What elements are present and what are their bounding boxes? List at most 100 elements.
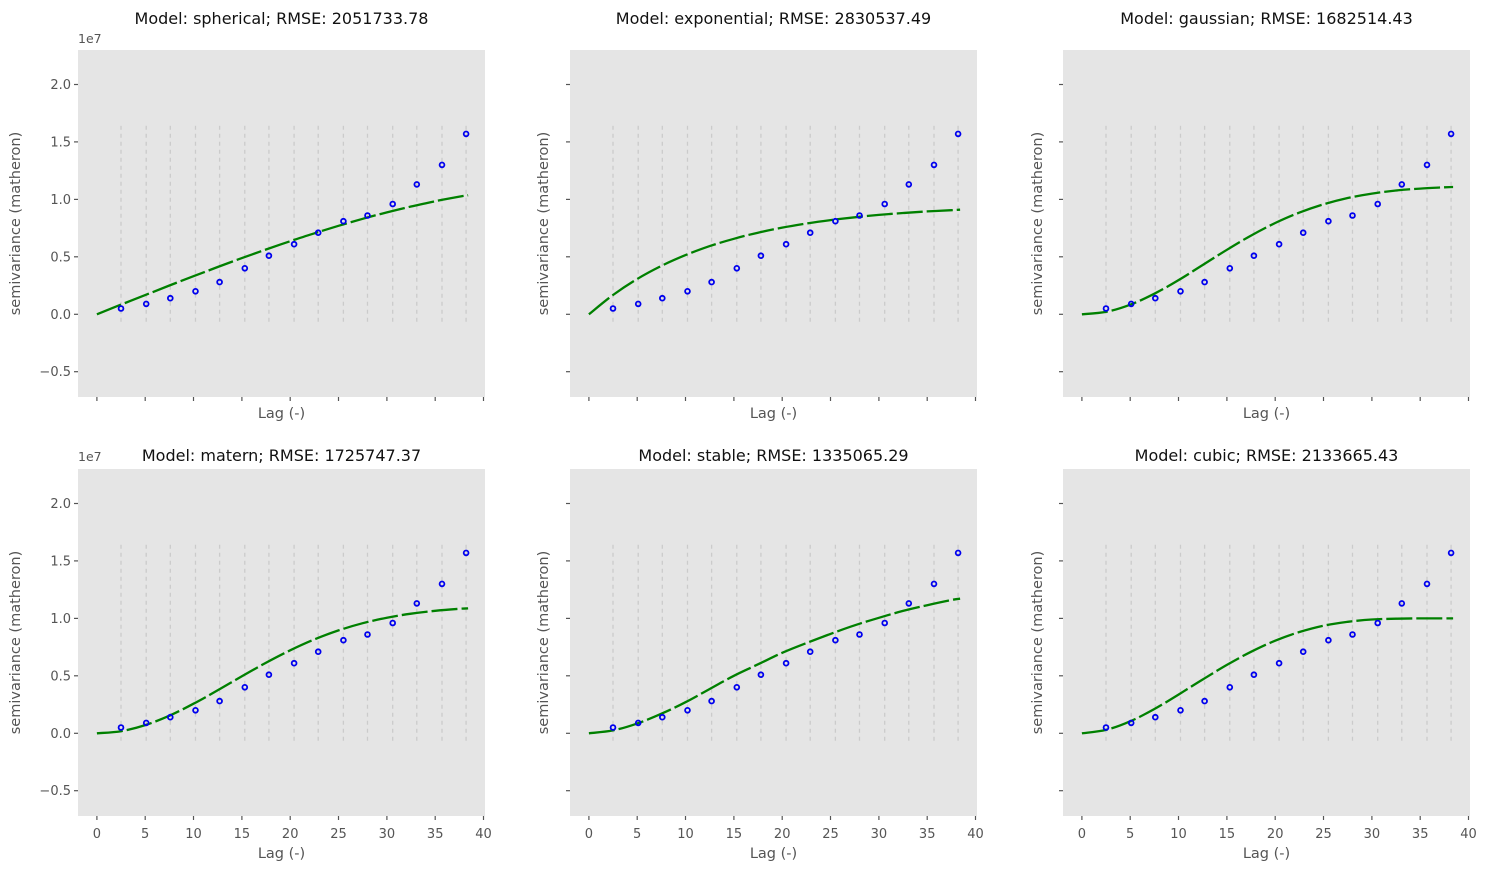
experimental-points — [117, 549, 470, 731]
scatter-point — [905, 181, 913, 188]
scatter-point — [413, 600, 421, 607]
scatter-point — [314, 229, 322, 237]
x-tick-label: 35 — [1412, 827, 1429, 842]
scatter-point — [782, 659, 790, 667]
y-axis-ticks — [566, 502, 570, 792]
subplot-gaussian: Model: gaussian; RMSE: 1682514.43 semiva… — [1030, 9, 1470, 422]
scatter-point — [192, 287, 199, 295]
subplot-stable: 0 5 10 15 20 25 30 35 40 Model: stable; RMSE: 13… — [536, 446, 984, 862]
experimental-points — [117, 130, 470, 312]
x-axis-ticks — [588, 397, 977, 401]
scatter-point — [782, 240, 790, 248]
scatter-point — [1374, 619, 1382, 627]
scatter-point — [1201, 697, 1208, 705]
x-tick-label: 15 — [1219, 827, 1236, 842]
subplot-cubic: 0 5 10 15 20 25 30 35 40 Model: cubic; RMSE: 213… — [1030, 446, 1477, 862]
scatter-point — [462, 130, 470, 138]
plot-area: 0 5 10 15 20 25 30 35 40 −0.5 0.0 0.5 1.0 1.5 2.0 — [39, 469, 492, 842]
subplot-title: Model: spherical; RMSE: 2051733.78 — [135, 9, 429, 28]
scatter-point — [389, 200, 397, 208]
scatter-point — [1152, 713, 1159, 721]
y-tick-label: 0.0 — [50, 727, 71, 742]
y-tick-label: −0.5 — [39, 784, 71, 799]
axes-background — [1063, 50, 1470, 397]
scatter-point — [930, 161, 938, 169]
scatter-point — [954, 130, 962, 138]
experimental-points — [609, 130, 962, 312]
scatter-point — [1349, 631, 1356, 638]
y-axis-label: semivariance (matheron) — [8, 551, 24, 735]
scatter-point — [1226, 684, 1234, 691]
scatter-point — [1177, 287, 1184, 295]
subplot-title: Model: exponential; RMSE: 2830537.49 — [616, 9, 931, 28]
bin-edge-lines — [612, 544, 959, 743]
x-axis-label: Lag (-) — [258, 846, 305, 862]
y-tick-label: 1.5 — [50, 554, 71, 569]
scatter-point — [192, 706, 199, 714]
scatter-point — [634, 719, 642, 727]
scatter-point — [930, 580, 938, 588]
model-curve-cubic — [1081, 617, 1454, 735]
y-tick-label: 0.5 — [50, 250, 71, 265]
scatter-point — [438, 161, 446, 169]
scatter-point — [1177, 706, 1184, 714]
x-tick-label: 25 — [1315, 827, 1332, 842]
scatter-point — [1398, 181, 1406, 188]
scatter-point — [954, 549, 962, 557]
y-axis-ticks — [566, 83, 570, 373]
scatter-point — [684, 287, 691, 295]
subplot-title: Model: cubic; RMSE: 2133665.43 — [1135, 446, 1399, 465]
x-axis-label: Lag (-) — [1243, 846, 1290, 862]
scatter-point — [832, 636, 839, 644]
scatter-point — [1127, 300, 1135, 308]
scatter-point — [659, 713, 666, 721]
scatter-point — [1325, 636, 1332, 644]
experimental-points — [609, 549, 962, 731]
bin-edge-lines — [120, 544, 467, 743]
scatter-point — [1275, 240, 1283, 248]
scatter-point — [659, 294, 666, 302]
axes-background — [78, 469, 485, 816]
x-tick-label: 5 — [633, 827, 641, 842]
axes-background — [570, 469, 977, 816]
x-axis-ticks: 0 5 10 15 20 25 30 35 40 — [93, 816, 492, 842]
x-tick-label: 15 — [234, 827, 251, 842]
subplot-title: Model: stable; RMSE: 1335065.29 — [638, 446, 908, 465]
subplot-matern: 0 5 10 15 20 25 30 35 40 −0.5 0.0 0.5 1.0 1.5 2.0 Mode… — [8, 446, 492, 862]
bin-edge-lines — [1105, 544, 1452, 743]
y-axis-label: semivariance (matheron) — [536, 132, 552, 316]
x-tick-label: 10 — [185, 827, 202, 842]
y-tick-label: −0.5 — [39, 365, 71, 380]
x-tick-label: 25 — [822, 827, 839, 842]
scatter-point — [1226, 264, 1234, 272]
scatter-point — [832, 217, 839, 225]
scatter-point — [757, 671, 765, 679]
scatter-point — [609, 724, 617, 731]
scatter-point — [1398, 600, 1406, 607]
scatter-point — [1447, 549, 1455, 557]
scatter-point — [1102, 724, 1110, 731]
scatter-point — [314, 648, 322, 656]
scatter-point — [733, 684, 741, 691]
scatter-point — [462, 549, 470, 557]
y-tick-label: 0.5 — [50, 669, 71, 684]
scatter-point — [364, 631, 371, 638]
x-tick-label: 40 — [967, 827, 984, 842]
x-tick-label: 10 — [677, 827, 694, 842]
model-curve-stable — [588, 597, 961, 735]
subplot-title: Model: gaussian; RMSE: 1682514.43 — [1120, 9, 1413, 28]
scatter-point — [340, 636, 347, 644]
scatter-point — [167, 294, 174, 302]
scatter-point — [167, 713, 174, 721]
scatter-point — [881, 200, 889, 208]
plot-area — [1059, 50, 1470, 401]
y-axis-label: semivariance (matheron) — [1030, 551, 1046, 735]
model-curve-exponential — [588, 208, 961, 316]
x-tick-label: 0 — [93, 827, 101, 842]
scatter-point — [1423, 161, 1431, 169]
x-axis-label: Lag (-) — [258, 406, 305, 422]
x-tick-label: 30 — [871, 827, 888, 842]
x-tick-label: 20 — [774, 827, 791, 842]
plot-area: 0 5 10 15 20 25 30 35 40 — [566, 469, 984, 842]
